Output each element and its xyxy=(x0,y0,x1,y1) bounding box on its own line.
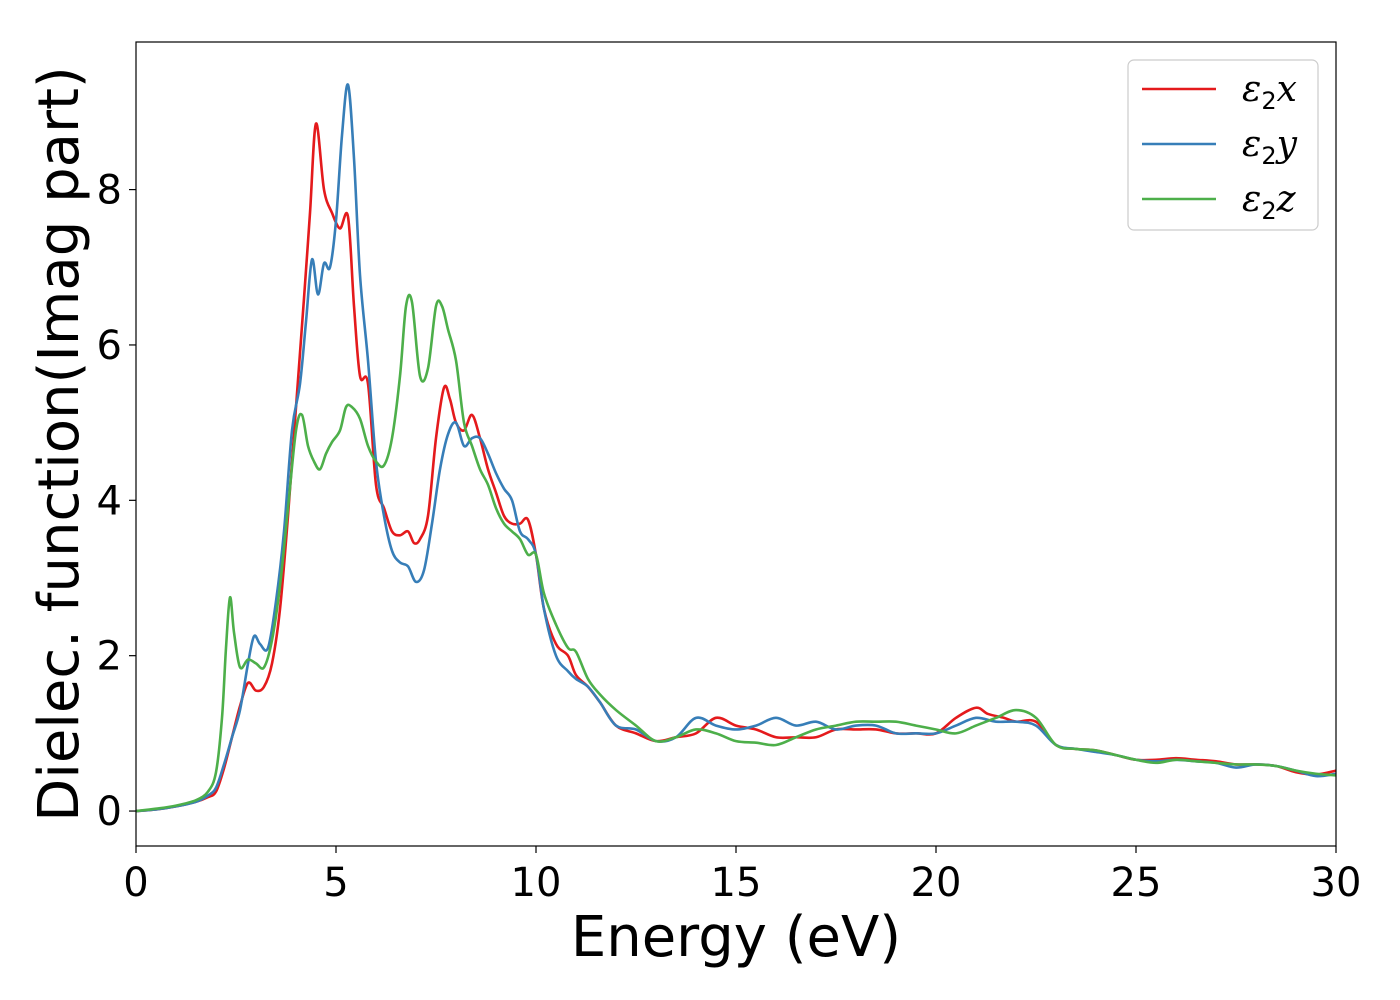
series-layer xyxy=(136,83,1336,813)
y-axis: 0 2 4 6 8 xyxy=(97,168,136,835)
x-tick-label: 0 xyxy=(123,860,148,906)
x-tick-label: 10 xyxy=(511,860,562,906)
legend: ε2x ε2y ε2z xyxy=(1127,59,1319,231)
x-tick-label: 20 xyxy=(911,860,962,906)
x-tick-label: 25 xyxy=(1111,860,1162,906)
x-tick-label: 15 xyxy=(711,860,762,906)
legend-label: ε2z xyxy=(1242,179,1297,225)
y-tick-label: 8 xyxy=(97,168,122,214)
legend-box xyxy=(1127,59,1319,231)
y-tick-label: 0 xyxy=(97,789,122,835)
x-axis: 0 5 10 15 20 25 30 xyxy=(123,846,1361,906)
series-line-y xyxy=(136,83,1336,813)
x-axis-title: Energy (eV) xyxy=(571,905,901,970)
x-tick-label: 5 xyxy=(323,860,348,906)
y-axis-title: Dielec. function(Imag part) xyxy=(27,66,92,822)
y-tick-label: 2 xyxy=(97,634,122,680)
legend-label: ε2y xyxy=(1242,124,1298,170)
y-tick-label: 4 xyxy=(97,478,122,524)
legend-label: ε2x xyxy=(1242,69,1297,115)
y-tick-label: 6 xyxy=(97,323,122,369)
series-line-z xyxy=(136,293,1336,813)
x-tick-label: 30 xyxy=(1311,860,1362,906)
